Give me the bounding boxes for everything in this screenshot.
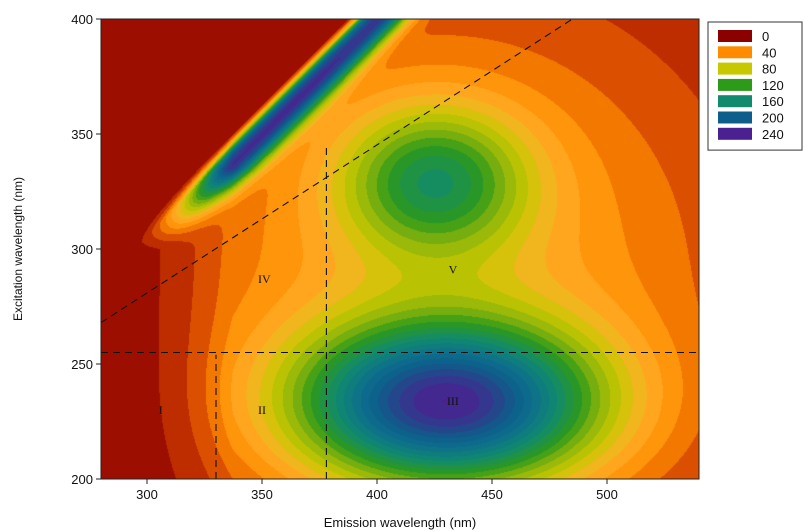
legend-swatch	[718, 112, 752, 124]
region-label-i: I	[159, 403, 163, 417]
y-axis-title: Excitation wavelength (nm)	[11, 177, 25, 321]
y-tick-label: 400	[71, 12, 93, 27]
legend-swatch	[718, 128, 752, 140]
region-label-ii: II	[258, 403, 266, 417]
x-axis-title: Emission wavelength (nm)	[324, 515, 476, 530]
contour-surface	[101, 19, 699, 479]
legend-label: 160	[762, 94, 784, 109]
x-tick-label: 350	[251, 487, 273, 502]
y-tick-label: 250	[71, 357, 93, 372]
region-label-iv: IV	[258, 272, 271, 286]
y-tick-label: 200	[71, 472, 93, 487]
y-tick-label: 300	[71, 242, 93, 257]
x-tick-label: 450	[481, 487, 503, 502]
legend-label: 200	[762, 111, 784, 126]
x-tick-label: 300	[136, 487, 158, 502]
legend-swatch	[718, 79, 752, 91]
region-label-v: V	[449, 263, 458, 277]
legend-label: 0	[762, 29, 769, 44]
legend-swatch	[718, 63, 752, 75]
x-tick-label: 500	[596, 487, 618, 502]
region-label-iii: III	[447, 394, 459, 408]
legend-label: 40	[762, 45, 776, 60]
legend-label: 80	[762, 62, 776, 77]
legend-swatch	[718, 30, 752, 42]
legend-label: 240	[762, 127, 784, 142]
legend-swatch	[718, 95, 752, 107]
legend-label: 120	[762, 78, 784, 93]
y-tick-label: 350	[71, 127, 93, 142]
legend-swatch	[718, 46, 752, 58]
x-tick-label: 400	[366, 487, 388, 502]
